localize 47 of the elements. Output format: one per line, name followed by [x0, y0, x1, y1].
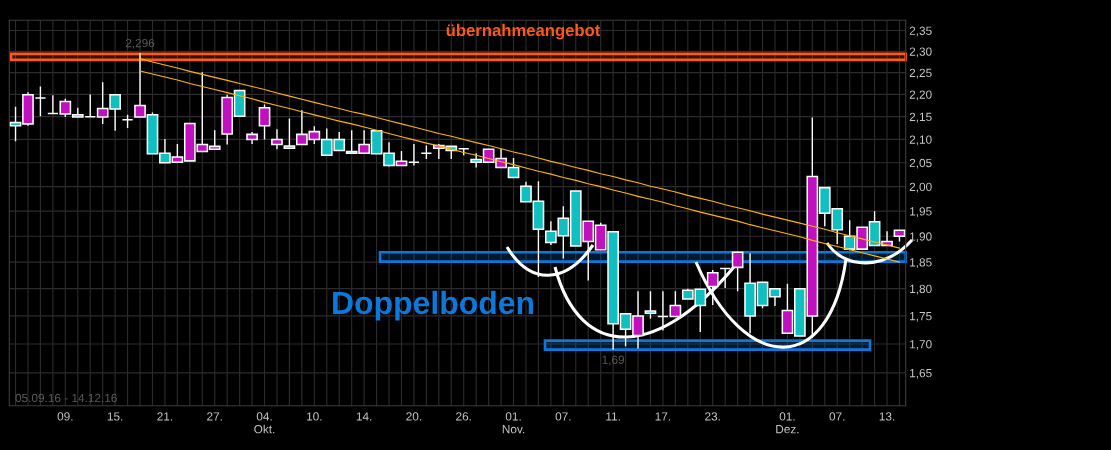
- y-tick-label: 1,70: [910, 340, 932, 350]
- x-tick-label: 21.: [157, 412, 173, 421]
- y-tick-label: 2,10: [909, 135, 932, 146]
- y-tick-label: 2,25: [909, 68, 932, 79]
- band-label: übernahmeangebot: [446, 23, 601, 40]
- y-tick-label: 2,15: [909, 112, 932, 123]
- x-tick-label: 13.: [879, 412, 895, 421]
- x-tick-label: 07.: [555, 412, 571, 421]
- x-tick-label: 01. Nov.: [502, 412, 525, 434]
- x-tick-label: 09.: [57, 412, 73, 421]
- y-tick-label: 1,80: [910, 284, 932, 295]
- x-tick-label: 01. Dez.: [776, 412, 799, 434]
- y-tick-label: 2,35: [909, 26, 932, 37]
- x-tick-label: 23.: [705, 412, 720, 421]
- y-tick-label: 1,75: [910, 312, 932, 322]
- x-tick-label: 07.: [829, 412, 845, 421]
- candlestick: [719, 267, 732, 289]
- x-tick-label: 26.: [456, 412, 471, 421]
- y-tick-label: 1,65: [910, 368, 932, 379]
- annotation: 05.09.16 - 14.12.16: [15, 393, 117, 403]
- annotation: Doppelboden: [333, 290, 534, 321]
- candlestick: [271, 128, 283, 150]
- candlestick: [644, 290, 657, 320]
- y-tick-label: 2,05: [909, 158, 932, 169]
- y-tick-label: 1,90: [910, 232, 932, 243]
- y-tick-label: 2,20: [909, 90, 932, 101]
- x-tick-label: 10.: [307, 412, 322, 421]
- candlestick: [669, 290, 682, 318]
- candlestick: [283, 117, 296, 149]
- x-tick-label: 04. Okt.: [254, 412, 275, 434]
- annotation: 1,69: [602, 355, 625, 366]
- candlestick: [706, 269, 719, 306]
- candlestick: [731, 251, 744, 293]
- candlestick: [657, 290, 669, 332]
- x-tick-label: 27.: [207, 412, 222, 421]
- y-tick-label: 1,95: [910, 207, 932, 217]
- y-tick-label: 1,85: [910, 258, 932, 268]
- candlestick: [408, 143, 420, 167]
- x-tick-label: 14.: [356, 412, 372, 421]
- x-tick-label: 17.: [655, 412, 671, 421]
- y-tick-label: 2,00: [909, 182, 932, 193]
- x-tick-label: 11.: [606, 412, 620, 421]
- x-tick-label: 15.: [107, 412, 123, 421]
- candlestick: [258, 103, 271, 141]
- x-tick-label: 20.: [406, 412, 422, 421]
- annotation: 2,296: [125, 38, 155, 49]
- y-tick-label: 2,30: [909, 47, 932, 58]
